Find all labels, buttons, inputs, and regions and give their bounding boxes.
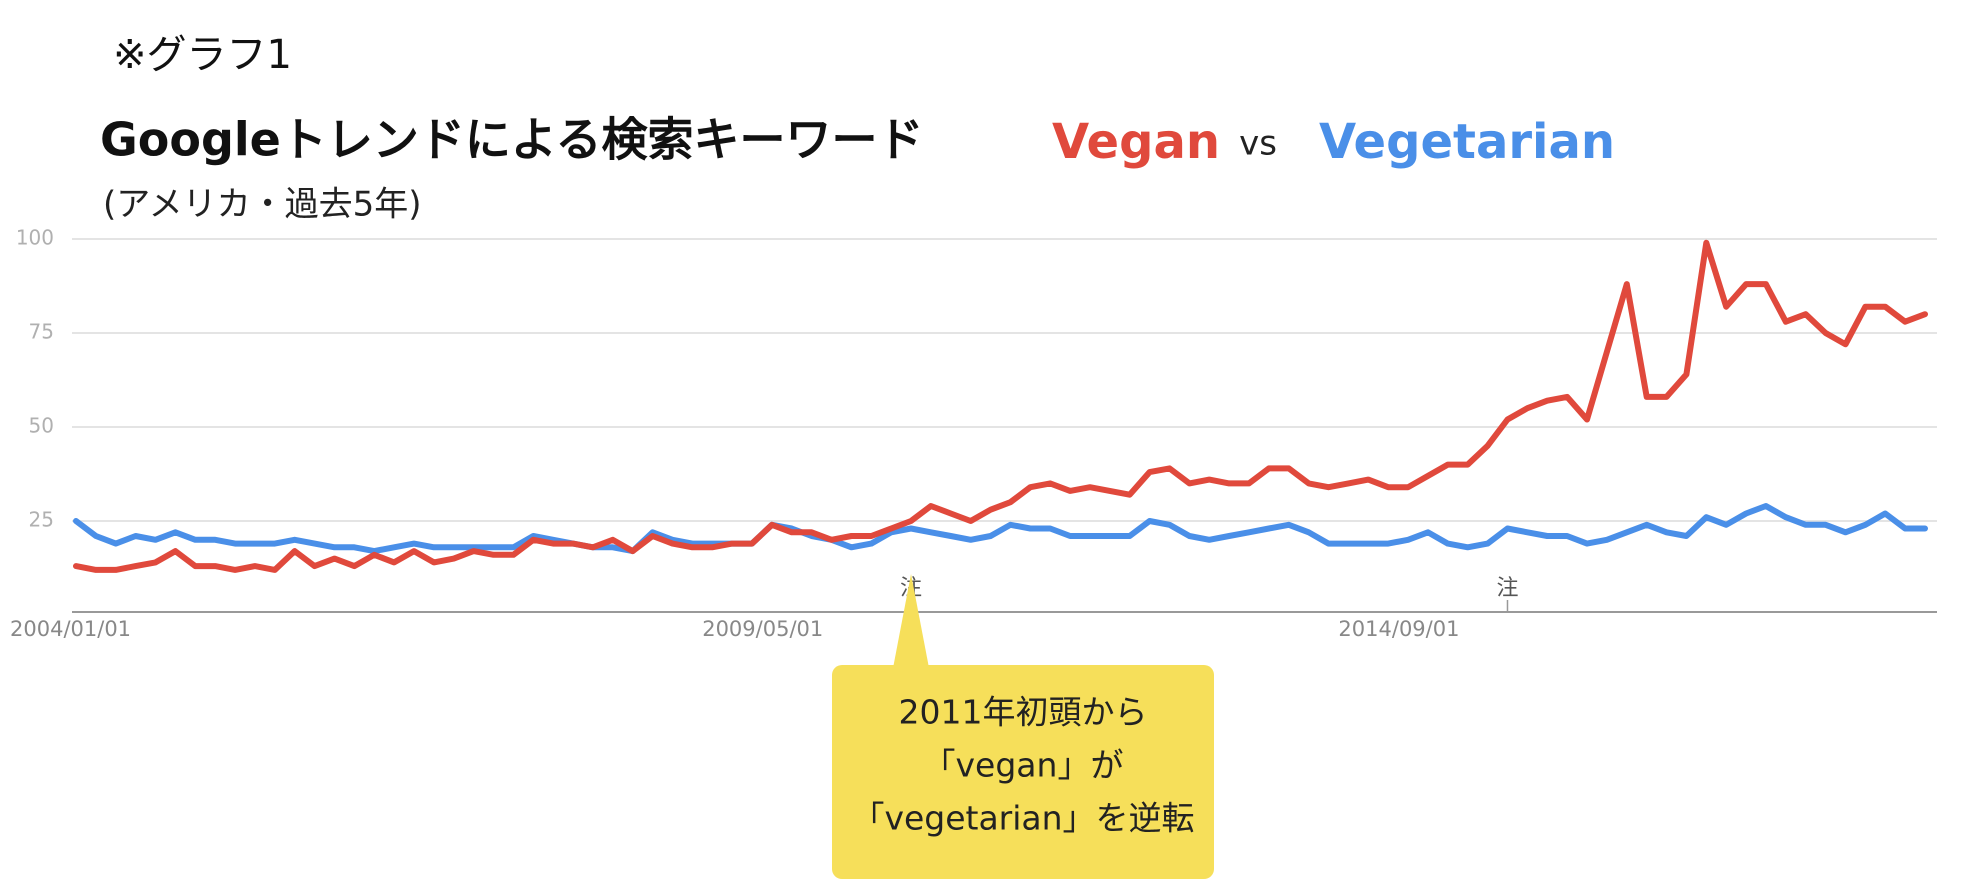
legend-label: Vegetarian xyxy=(1319,114,1615,170)
annotation-label: 注 xyxy=(1496,576,1518,601)
legend-label: Vegan xyxy=(1052,114,1220,170)
series-line xyxy=(73,239,1928,573)
x-tick-label: 2014/09/01 xyxy=(1338,617,1459,641)
chart-subtitle: (アメリカ・過去5年) xyxy=(103,185,421,225)
series-line xyxy=(73,503,1928,555)
legend-separator: vs xyxy=(1239,124,1277,164)
x-tick-label: 2004/01/01 xyxy=(10,617,131,641)
callout-text: 「vegan」が xyxy=(923,746,1124,785)
note-label: ※グラフ1 xyxy=(113,32,292,78)
callout-box xyxy=(832,665,1214,879)
callout-text: 「vegetarian」を逆転 xyxy=(851,799,1194,838)
chart-title: Googleトレンドによる検索キーワード xyxy=(100,113,923,167)
y-tick-label: 75 xyxy=(29,320,54,344)
y-tick-label: 50 xyxy=(29,414,54,438)
y-tick-label: 25 xyxy=(29,508,54,532)
callout-text: 2011年初頭から xyxy=(899,693,1148,732)
x-tick-label: 2009/05/01 xyxy=(702,617,823,641)
y-tick-label: 100 xyxy=(16,226,54,250)
callout-pointer xyxy=(893,574,930,668)
